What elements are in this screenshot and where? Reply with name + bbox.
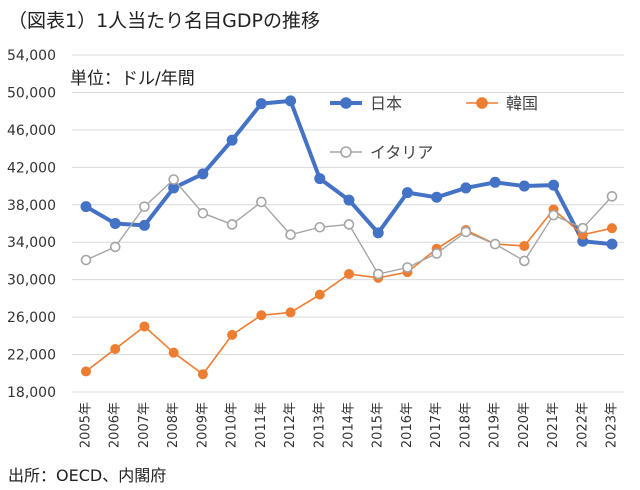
data-point-1 (606, 238, 618, 250)
x-tick-label: 2017年 (429, 402, 444, 448)
data-point-3 (548, 209, 559, 221)
data-point-1 (548, 179, 560, 191)
y-tick-label: 42,000 (7, 160, 56, 176)
y-tick-label: 46,000 (7, 123, 56, 139)
y-tick-label: 54,000 (7, 48, 56, 64)
data-point-2 (197, 369, 208, 380)
data-point-1 (314, 173, 326, 185)
data-point-3 (285, 229, 296, 241)
x-tick-label: 2010年 (225, 402, 240, 448)
data-point-1 (109, 218, 121, 229)
x-tick-label: 2019年 (488, 402, 503, 448)
legend-label: イタリア (370, 143, 433, 162)
data-point-3 (256, 196, 267, 208)
data-point-1 (431, 191, 443, 203)
x-tick-label: 2015年 (371, 402, 386, 448)
data-point-1 (285, 95, 297, 107)
data-point-1 (226, 134, 238, 146)
x-tick-label: 2012年 (283, 402, 298, 448)
data-point-2 (519, 240, 530, 251)
y-tick-label: 34,000 (7, 235, 56, 251)
data-point-3 (372, 268, 384, 280)
data-point-3 (168, 174, 179, 185)
data-point-3 (489, 238, 501, 250)
data-point-2 (81, 366, 91, 377)
y-tick-label: 18,000 (7, 385, 56, 401)
x-tick-label: 2006年 (108, 402, 123, 448)
x-tick-label: 2021年 (546, 402, 561, 448)
x-tick-label: 2005年 (79, 402, 94, 448)
chart-title: （図表1）1人当たり名目GDPの推移 (8, 10, 320, 32)
data-point-1 (460, 182, 472, 194)
data-point-2 (285, 307, 296, 318)
data-point-2 (227, 329, 238, 340)
data-point-3 (80, 254, 92, 266)
data-point-2 (256, 310, 267, 321)
data-point-2 (168, 347, 179, 358)
data-point-3 (606, 191, 618, 202)
x-tick-label: 2023年 (605, 402, 620, 448)
data-point-1 (255, 98, 267, 110)
data-point-3 (343, 219, 355, 230)
x-tick-label: 2009年 (195, 402, 210, 448)
data-point-1 (138, 219, 150, 231)
data-point-3 (577, 222, 589, 234)
data-point-1 (518, 180, 530, 192)
data-point-3 (226, 219, 238, 230)
y-tick-label: 50,000 (7, 85, 56, 101)
data-point-1 (80, 201, 92, 213)
x-tick-label: 2022年 (575, 402, 590, 448)
x-tick-label: 2013年 (312, 402, 327, 448)
series-line-2 (85, 208, 613, 376)
y-tick-label: 26,000 (7, 310, 56, 326)
legend-label: 日本 (370, 94, 402, 113)
data-point-2 (314, 289, 325, 300)
data-point-2 (110, 343, 121, 354)
data-point-1 (372, 227, 384, 239)
data-point-2 (607, 223, 617, 234)
data-point-2 (344, 269, 354, 280)
x-tick-label: 2008年 (166, 402, 181, 448)
x-tick-label: 2011年 (254, 402, 269, 448)
x-tick-label: 2007年 (137, 402, 152, 448)
data-point-3 (314, 221, 326, 233)
y-tick-label: 22,000 (7, 348, 56, 364)
data-point-3 (519, 255, 530, 267)
unit-label: 単位：ドル/年間 (70, 69, 195, 89)
y-tick-label: 38,000 (7, 198, 56, 214)
source-note: 出所：OECD、内閣府 (8, 466, 167, 485)
data-point-1 (197, 168, 209, 180)
data-point-3 (460, 226, 472, 238)
data-point-3 (139, 201, 150, 212)
y-tick-label: 30,000 (7, 273, 56, 289)
data-point-2 (139, 321, 150, 332)
x-tick-label: 2018年 (458, 402, 473, 448)
data-point-3 (431, 248, 442, 259)
legend-marker (476, 97, 488, 109)
legend-label: 韓国 (506, 94, 538, 113)
x-tick-label: 2016年 (400, 402, 415, 448)
data-point-1 (489, 176, 501, 188)
legend-marker (340, 97, 352, 109)
data-point-3 (197, 207, 209, 219)
x-tick-label: 2014年 (342, 402, 357, 448)
data-point-3 (402, 262, 413, 273)
legend-marker (340, 146, 352, 158)
data-point-1 (343, 194, 355, 206)
data-point-1 (401, 187, 413, 199)
data-point-3 (109, 241, 121, 253)
x-tick-label: 2020年 (517, 402, 532, 448)
